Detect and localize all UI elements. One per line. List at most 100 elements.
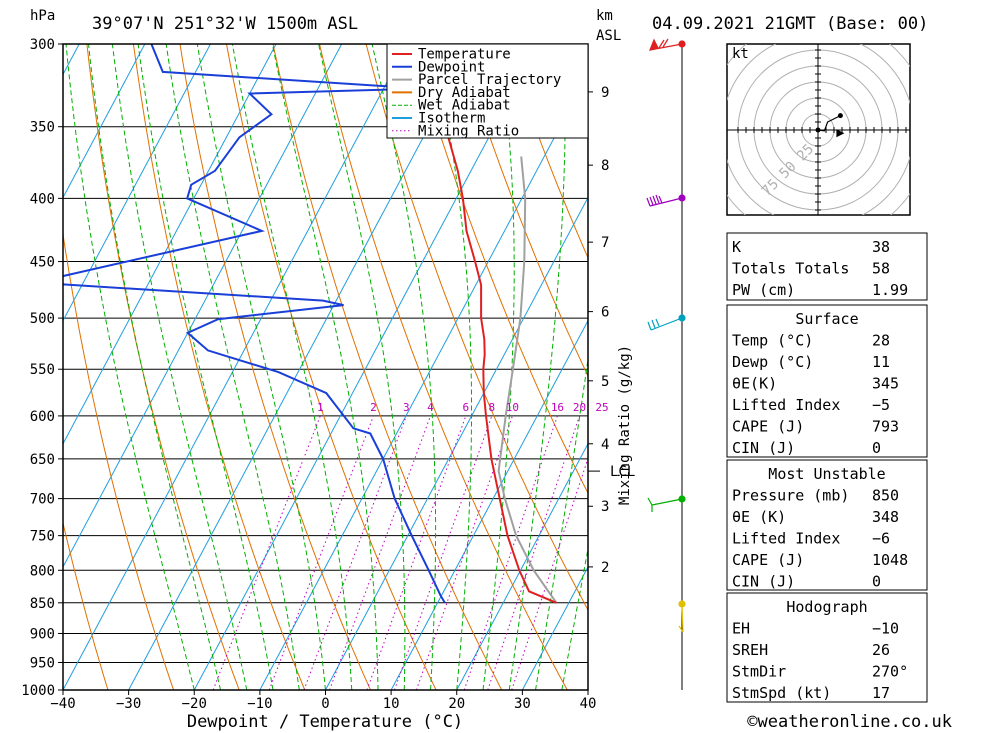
y-tick-label: 650: [30, 452, 55, 468]
km-tick-label: 7: [601, 235, 609, 251]
legend-item-label: Parcel Trajectory: [418, 72, 561, 88]
isotherm-line: [456, 442, 588, 690]
y-tick-label: 1000: [21, 683, 55, 699]
dry-adiabat-line: [412, 44, 588, 495]
table-title: Hodograph: [786, 598, 867, 616]
table-hodograph: Hodograph EH −10 SREH 26 StmDir 270° StmSpd (kt…: [726, 592, 928, 703]
table-row-label: SREH: [732, 641, 768, 659]
mixing-ratio-line: [329, 415, 431, 690]
isotherm-line: [128, 44, 474, 690]
table-surface: Surface Temp (°C) 28 Dewp (°C) 11 θE(K) 345 Lif…: [726, 304, 928, 458]
mixing-ratio-line: [511, 456, 588, 690]
legend-item-label: Dry Adiabat: [418, 85, 511, 101]
mixing-ratio-tick-label: 25: [595, 401, 608, 414]
dry-adiabat-line: [924, 44, 1000, 690]
x-tick-label: −40: [50, 696, 75, 712]
mixing-ratio-line: [303, 415, 407, 690]
km-tick-label: 5: [601, 374, 609, 390]
y-tick-label: 350: [30, 120, 55, 136]
wet-adiabat-line: [65, 44, 195, 690]
y-tick-label: 850: [30, 596, 55, 612]
x-tick-label: 40: [580, 696, 597, 712]
table-row-value: 58: [872, 260, 890, 278]
km-tick-label: 2: [601, 560, 609, 576]
pressure-unit-label: hPa: [30, 8, 55, 24]
legend-item-label: Dewpoint: [418, 59, 485, 75]
table-row-label: CAPE (J): [732, 418, 804, 436]
table-row-label: Totals Totals: [732, 260, 849, 278]
table-row-value: 26: [872, 641, 890, 659]
table-row-label: Lifted Index: [732, 396, 840, 414]
y-tick-label: 400: [30, 191, 55, 207]
datetime-title: 04.09.2021 21GMT (Base: 00): [652, 14, 928, 34]
x-tick-label: 0: [321, 696, 329, 712]
table-row-value: 28: [872, 332, 890, 350]
table-frame: [726, 592, 928, 703]
table-row-label: Temp (°C): [732, 332, 813, 350]
wet-adiabat-line: [508, 44, 566, 690]
dry-adiabat-line: [179, 44, 371, 690]
wet-adiabat-line: [535, 356, 588, 690]
dewpoint-profile: [63, 44, 446, 604]
table-row-label: StmSpd (kt): [732, 684, 831, 702]
mixing-ratio-line: [268, 415, 374, 690]
x-tick-label: −10: [247, 696, 272, 712]
legend-item-label: Mixing Ratio: [418, 123, 519, 139]
table-row-value: −5: [872, 396, 890, 414]
table-row-label: PW (cm): [732, 281, 795, 299]
wind-barb-850: [678, 600, 686, 633]
table-row-value: 11: [872, 353, 890, 371]
y-tick-label: 700: [30, 492, 55, 508]
km-tick-label: 3: [601, 499, 609, 515]
wet-adiabat-line: [318, 44, 406, 690]
wind-barb-300: [649, 38, 686, 51]
dry-adiabat-line: [272, 44, 503, 690]
wet-adiabat-line: [432, 44, 472, 690]
table-indices: K 38 Totals Totals 58 PW (cm) 1.99: [726, 232, 928, 301]
y-tick-label: 800: [30, 563, 55, 579]
table-row-label: Dewp (°C): [732, 353, 813, 371]
lcl-label: LCL: [610, 464, 635, 480]
table-row-label: θE (K): [732, 508, 786, 526]
dry-adiabat-line: [86, 44, 240, 690]
mixing-ratio-line: [415, 415, 513, 690]
legend-item-label: Temperature: [418, 47, 511, 63]
wind-barb-700: [647, 495, 686, 512]
mixing-ratio-tick-label: 20: [573, 401, 586, 414]
wet-adiabat-line: [88, 44, 221, 690]
isotherm-line: [259, 73, 588, 690]
table-row-label: θE(K): [732, 375, 777, 393]
y-tick-label: 300: [30, 37, 55, 53]
table-row-value: 1048: [872, 551, 908, 569]
legend-item-label: Isotherm: [418, 111, 485, 127]
hodograph-point: [837, 113, 843, 119]
isotherm-line: [325, 196, 588, 690]
dry-adiabat-line: [505, 44, 588, 259]
table-row-label: Lifted Index: [732, 530, 840, 548]
table-row-value: −10: [872, 620, 899, 638]
y-tick-label: 900: [30, 626, 55, 642]
x-tick-label: −30: [116, 696, 141, 712]
table-row-label: StmDir: [732, 663, 786, 681]
mixing-ratio-tick-label: 1: [317, 401, 324, 414]
y-tick-label: 600: [30, 409, 55, 425]
isotherm-line: [63, 44, 408, 690]
wet-adiabat-line: [271, 44, 379, 690]
x-tick-label: 10: [383, 696, 400, 712]
table-row-value: 793: [872, 418, 899, 436]
y-tick-label: 500: [30, 311, 55, 327]
storm-motion-marker: [836, 129, 845, 138]
mixing-ratio-tick-label: 10: [506, 401, 519, 414]
legend-box: [386, 43, 589, 139]
x-tick-label: 20: [448, 696, 465, 712]
table-row-label: Pressure (mb): [732, 487, 849, 505]
height-unit-label: km: [596, 8, 613, 24]
isotherm-line: [193, 44, 540, 690]
hodograph-trace: [817, 115, 841, 132]
km-tick-label: 9: [601, 85, 609, 101]
mixing-ratio-axis-label: Mixing Ratio (g/kg): [617, 345, 633, 505]
location-title: 39°07'N 251°32'W 1500m ASL: [92, 14, 358, 34]
wet-adiabat-line: [371, 44, 437, 690]
